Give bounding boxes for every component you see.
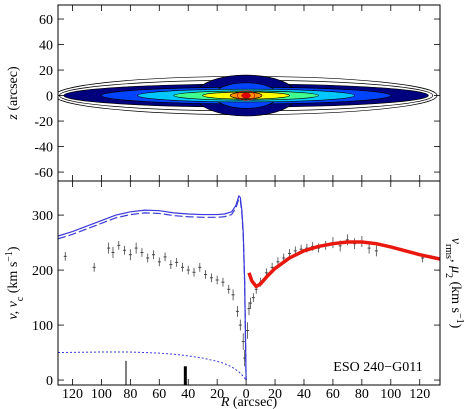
x-axis-title-part: (arcsec) <box>229 395 277 409</box>
y2-axis-title-part: −1 <box>455 313 466 324</box>
y-tick-label: 200 <box>32 264 53 279</box>
y-tick-label: 20 <box>39 64 53 79</box>
x-tick-label: 120 <box>409 387 430 402</box>
y-axis-title-part: (arcsec) <box>6 66 21 114</box>
y-axis-title-part: (km s <box>6 262 21 297</box>
x-tick-label: 80 <box>123 387 137 402</box>
x-axis-title: R (arcsec) <box>220 395 278 409</box>
curve <box>247 240 440 289</box>
y-axis-title: v, vc (km s−1) <box>4 246 26 319</box>
y-tick-label: -40 <box>34 141 53 156</box>
x-axis-title-part: R <box>220 395 230 409</box>
x-tick-label: 60 <box>326 387 340 402</box>
y2-axis-title-part: , μ <box>448 259 463 273</box>
y-tick-label: 0 <box>46 374 53 389</box>
y2-axis-title: vrms, μ2 (km s−1) <box>444 238 466 329</box>
curve <box>58 351 247 381</box>
y-axis-title-part: c <box>15 296 26 301</box>
x-tick-label: 60 <box>152 387 166 402</box>
panel-frame <box>57 180 441 386</box>
y2-axis-title-part: 2 <box>444 273 455 278</box>
y-axis-title-part: z <box>6 114 21 121</box>
plot-area <box>58 195 440 385</box>
y-tick-label: -60 <box>34 166 53 181</box>
x-tick-label: 80 <box>355 387 369 402</box>
x-tick-label: 20 <box>210 387 224 402</box>
y-tick-label: -20 <box>34 115 53 130</box>
y-tick-label: 60 <box>39 13 53 28</box>
x-tick-label: 40 <box>297 387 311 402</box>
x-tick-label: 0 <box>243 387 250 402</box>
x-tick-label: 120 <box>62 387 83 402</box>
y-tick-label: 0 <box>46 90 53 105</box>
contour-map <box>58 74 438 117</box>
x-tick-label: 100 <box>91 387 112 402</box>
contour <box>241 92 251 99</box>
curve <box>58 198 247 381</box>
annotation: ESO 240−G011 <box>333 360 422 375</box>
y-axis-title-part: v, v <box>6 300 21 319</box>
y-axis-title-part: ) <box>6 246 21 251</box>
contour <box>237 90 256 101</box>
x-tick-label: 100 <box>380 387 401 402</box>
y-tick-label: 40 <box>39 39 53 54</box>
y2-axis-title-part: rms <box>444 244 455 259</box>
y-axis-title-part: −1 <box>4 251 15 262</box>
x-tick-label: 40 <box>181 387 195 402</box>
y-axis-title: z (arcsec) <box>6 66 21 121</box>
y-tick-label: 300 <box>32 209 53 224</box>
y2-axis-title-part: v <box>448 238 463 245</box>
x-tick-label: 20 <box>268 387 282 402</box>
y2-axis-title-part: (km s <box>448 278 463 313</box>
y-tick-label: 100 <box>32 319 53 334</box>
y2-axis-title-part: ) <box>448 324 463 329</box>
